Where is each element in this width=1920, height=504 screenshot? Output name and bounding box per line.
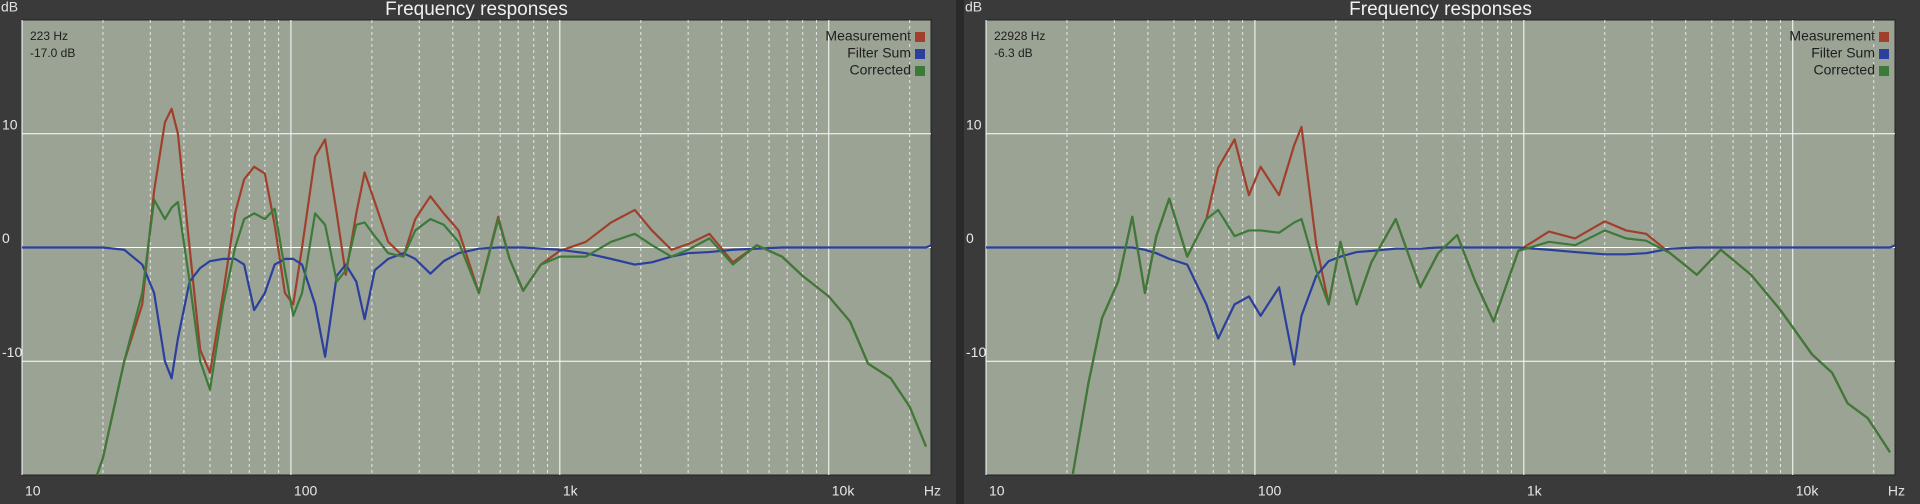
y-tick-label: 10 xyxy=(2,116,18,132)
response-curve xyxy=(95,107,928,476)
y-tick-label: 0 xyxy=(2,230,10,246)
x-tick-label: 1k xyxy=(1527,483,1543,499)
response-curve xyxy=(1071,197,1891,476)
x-tick-label: 10 xyxy=(25,483,41,499)
y-tick-label: -10 xyxy=(2,344,22,360)
legend-swatch xyxy=(1879,32,1889,42)
response-curve xyxy=(95,198,928,476)
legend-label: Measurement xyxy=(1789,28,1875,44)
x-axis-label: Hz xyxy=(1888,483,1905,499)
legend-swatch xyxy=(915,49,925,59)
x-tick-label: 100 xyxy=(1258,483,1282,499)
y-tick-label: 0 xyxy=(966,230,974,246)
x-tick-label: 1k xyxy=(563,483,579,499)
panel-divider xyxy=(956,0,964,504)
cursor-readout: -17.0 dB xyxy=(30,46,75,60)
x-axis-label: Hz xyxy=(924,483,941,499)
legend-swatch xyxy=(1879,66,1889,76)
response-curve xyxy=(22,244,932,380)
legend-label: Measurement xyxy=(825,28,911,44)
y-tick-label: -10 xyxy=(966,344,986,360)
chart-title: Frequency responses xyxy=(385,0,568,20)
legend-label: Filter Sum xyxy=(847,45,911,61)
y-tick-label: 10 xyxy=(966,116,982,132)
legend-label: Filter Sum xyxy=(1811,45,1875,61)
x-tick-label: 10k xyxy=(832,483,856,499)
x-tick-label: 10k xyxy=(1796,483,1820,499)
y-axis-label: dB xyxy=(965,0,982,15)
legend-swatch xyxy=(1879,49,1889,59)
response-curve xyxy=(986,244,1896,366)
legend-swatch xyxy=(915,66,925,76)
cursor-readout: 223 Hz xyxy=(30,29,68,43)
legend-label: Corrected xyxy=(1814,62,1875,78)
legend-swatch xyxy=(915,32,925,42)
y-axis-label: dB xyxy=(1,0,18,15)
legend-label: Corrected xyxy=(850,62,911,78)
x-tick-label: 100 xyxy=(294,483,318,499)
x-tick-label: 10 xyxy=(989,483,1005,499)
cursor-readout: -6.3 dB xyxy=(994,46,1033,60)
cursor-readout: 22928 Hz xyxy=(994,29,1045,43)
chart-title: Frequency responses xyxy=(1349,0,1532,20)
